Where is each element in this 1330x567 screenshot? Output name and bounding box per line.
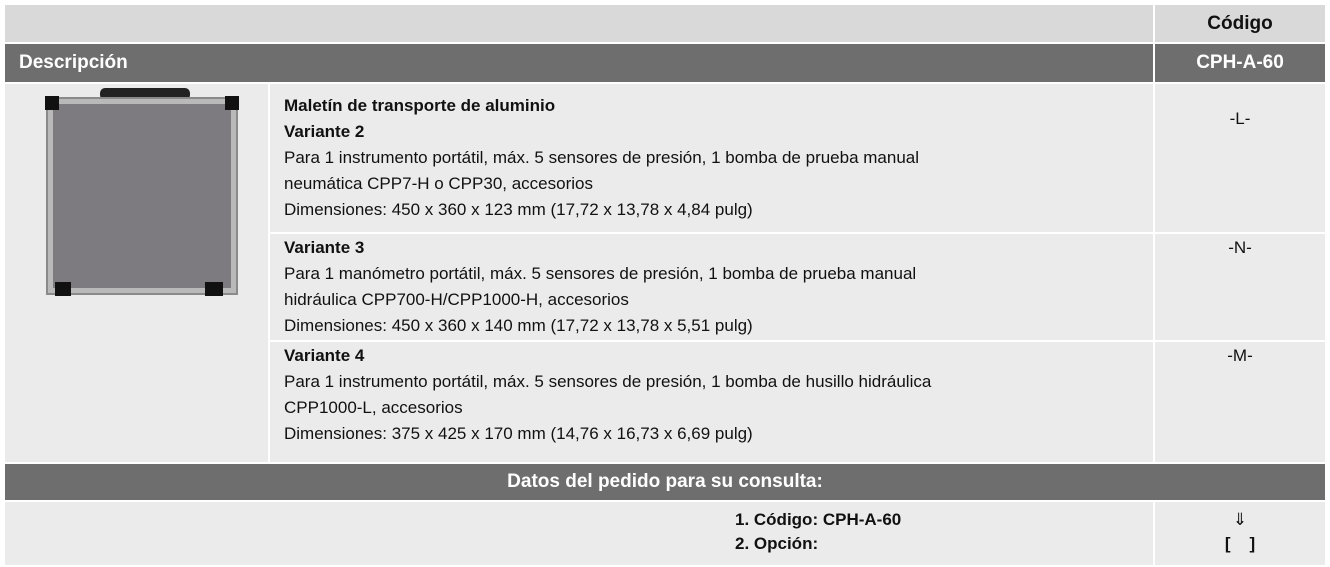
variant-name: Variante 3	[284, 238, 365, 257]
variant-line: Dimensiones: 450 x 360 x 140 mm (17,72 x…	[284, 316, 753, 335]
order-line: 2. Opción:	[735, 534, 819, 553]
variant-line: Para 1 instrumento portátil, máx. 5 sens…	[284, 148, 920, 167]
corner	[45, 96, 59, 110]
variant-name: Variante 2	[284, 122, 365, 141]
variant-line: Dimensiones: 450 x 360 x 123 mm (17,72 x…	[284, 200, 753, 219]
variant-cell: Variante 4 Para 1 instrumento portátil, …	[270, 342, 1153, 462]
variant-title: Maletín de transporte de aluminio	[284, 96, 556, 115]
variant-line: hidráulica CPP700-H/CPP1000-H, accesorio…	[284, 290, 629, 309]
variant-line: Para 1 instrumento portátil, máx. 5 sens…	[284, 372, 932, 391]
header-blank	[5, 5, 1153, 42]
variant-line: Para 1 manómetro portátil, máx. 5 sensor…	[284, 264, 917, 283]
order-cell: 1. Código: CPH-A-60 2. Opción:	[5, 502, 1153, 565]
order-title: Datos del pedido para su consulta:	[5, 464, 1325, 500]
variant-code: -L-	[1155, 84, 1325, 232]
description-label: Descripción	[5, 44, 1153, 82]
variant-line: CPP1000-L, accesorios	[284, 398, 463, 417]
order-code-cell: ⇓ [ ]	[1155, 502, 1325, 565]
order-line: 1. Código: CPH-A-60	[735, 510, 902, 529]
order-bracket: [ ]	[1224, 534, 1256, 553]
variant-name: Variante 4	[284, 346, 365, 365]
variant-line: neumática CPP7-H o CPP30, accesorios	[284, 174, 593, 193]
code-label: Código	[1155, 5, 1325, 42]
case-image	[45, 88, 239, 296]
variant-cell: Maletín de transporte de aluminio Varian…	[270, 84, 1153, 232]
variant-cell: Variante 3 Para 1 manómetro portátil, má…	[270, 234, 1153, 340]
case-panel	[53, 104, 231, 288]
image-cell	[5, 84, 268, 462]
corner	[225, 96, 239, 110]
corner	[55, 282, 71, 296]
variant-code: -N-	[1155, 234, 1325, 340]
corner	[205, 282, 223, 296]
order-arrow: ⇓	[1232, 510, 1248, 529]
variant-code: -M-	[1155, 342, 1325, 462]
variant-line: Dimensiones: 375 x 425 x 170 mm (14,76 x…	[284, 424, 753, 443]
code-value: CPH-A-60	[1155, 44, 1325, 82]
